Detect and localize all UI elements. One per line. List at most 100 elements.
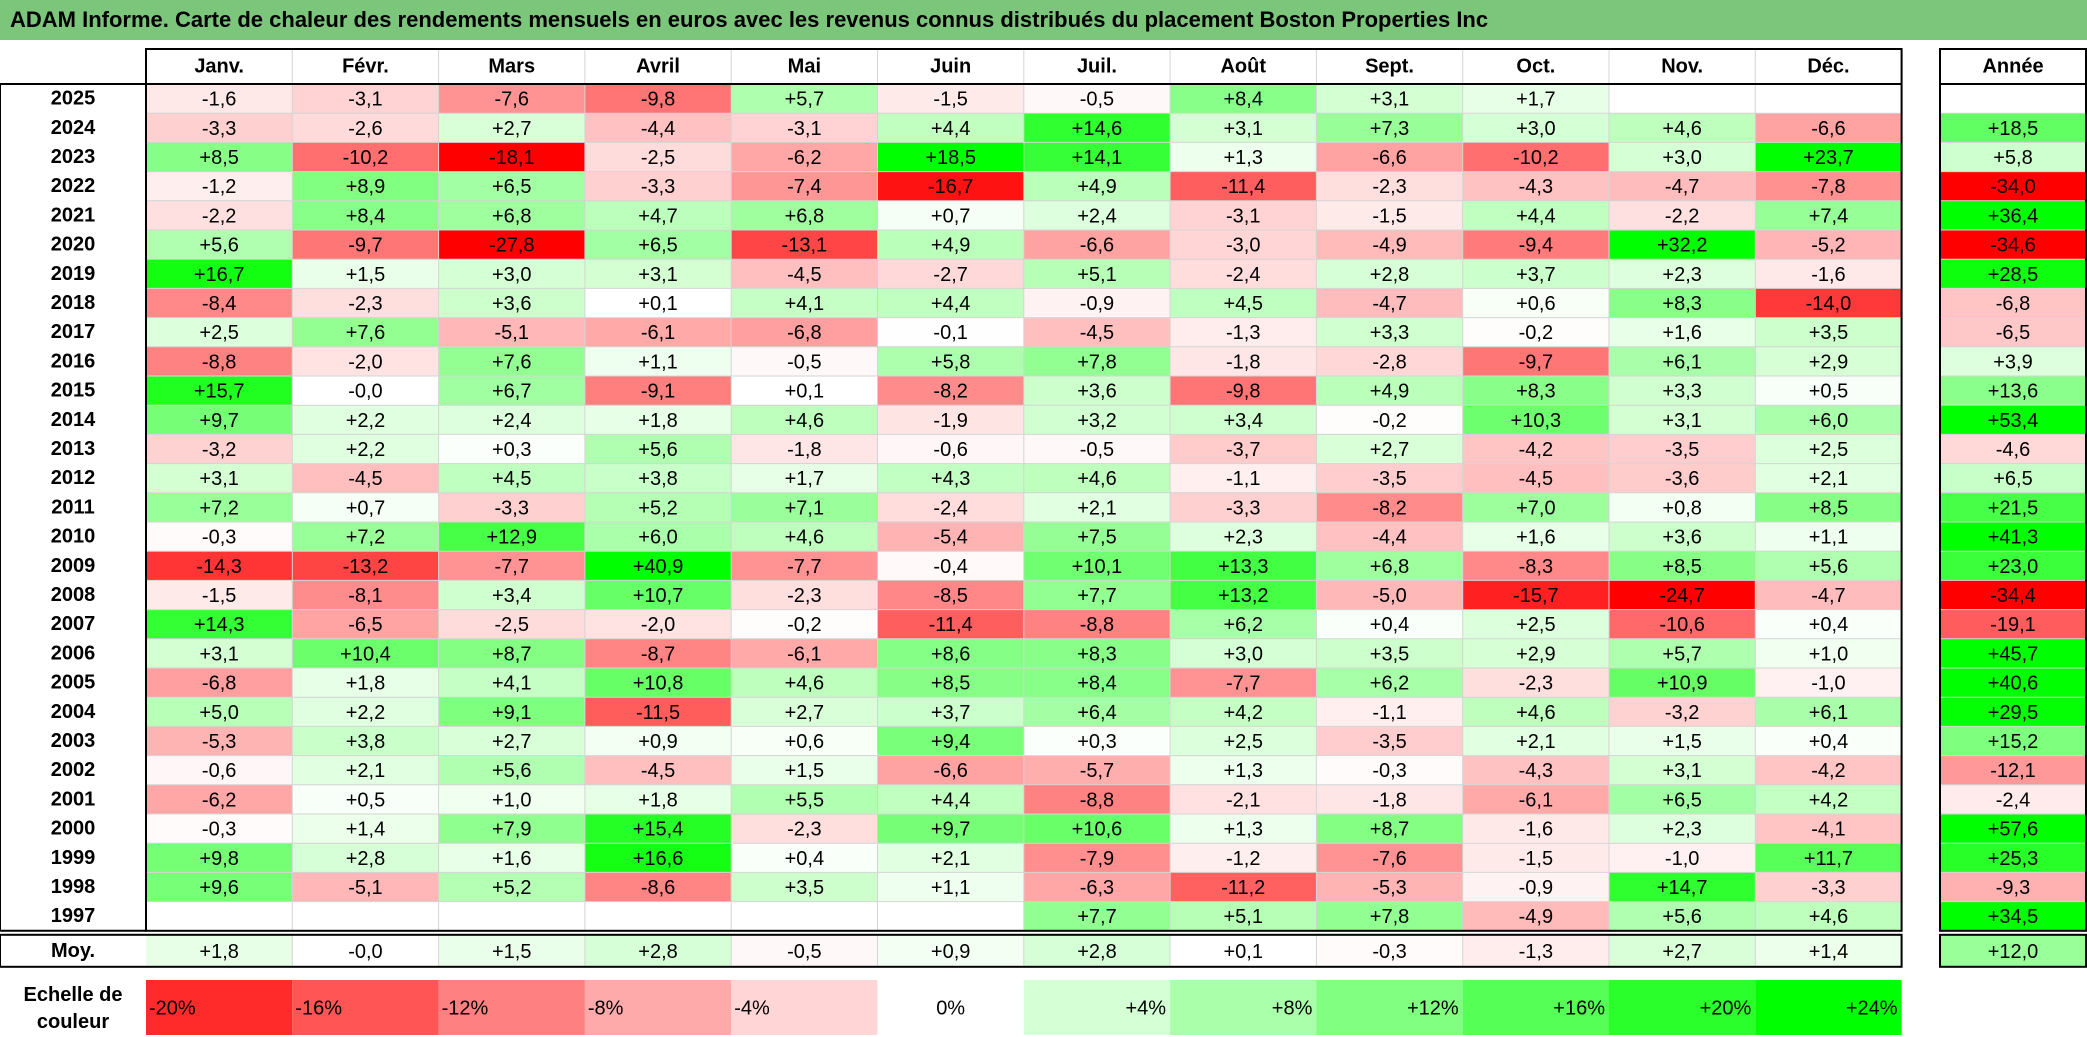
column-header: Juin — [930, 56, 971, 78]
cell-value: +5,5 — [785, 789, 824, 811]
heatmap-cell — [1170, 230, 1317, 260]
cell-value: -2,1 — [1226, 789, 1260, 811]
cell-value: -8,6 — [641, 877, 675, 899]
heatmap-cell — [438, 522, 585, 552]
annual-value: +6,5 — [1993, 468, 2032, 490]
year-label: 2003 — [51, 730, 96, 752]
heatmap-cell — [1755, 668, 1902, 698]
cell-value: -1,8 — [1372, 789, 1406, 811]
legend-swatch — [1170, 980, 1317, 1035]
heatmap-cell — [877, 668, 1024, 698]
heatmap-cell — [1462, 492, 1609, 522]
cell-value: +0,4 — [1370, 614, 1409, 636]
heatmap-cell — [1462, 142, 1609, 172]
heatmap-cell — [1023, 376, 1171, 406]
cell-value: +3,4 — [492, 585, 531, 607]
year-label: 2008 — [51, 584, 96, 606]
heatmap-cell — [877, 113, 1024, 143]
cell-value: -0,2 — [787, 614, 821, 636]
legend-value: -20% — [149, 998, 196, 1020]
cell-value: +2,8 — [346, 848, 385, 870]
heatmap-cell — [292, 784, 439, 814]
cell-value: +2,5 — [1809, 439, 1848, 461]
heatmap-cell — [292, 872, 439, 902]
cell-value: -3,6 — [1665, 468, 1699, 490]
heatmap-cell — [1023, 901, 1171, 931]
cell-value: +4,6 — [785, 527, 824, 549]
heatmap-cell — [438, 668, 585, 698]
heatmap-cell — [146, 113, 293, 143]
average-cell — [438, 934, 585, 967]
heatmap-cell — [1170, 434, 1317, 464]
heatmap-cell — [1462, 726, 1609, 756]
cell-value: -7,6 — [1372, 848, 1406, 870]
heatmap-cell — [438, 434, 585, 464]
year-label: 2022 — [51, 175, 96, 197]
cell-value: -0,0 — [348, 381, 382, 403]
heatmap-cell — [1170, 200, 1317, 230]
heatmap-cell — [1316, 814, 1463, 844]
heatmap-cell — [1170, 113, 1317, 143]
cell-value: +2,1 — [1809, 468, 1848, 490]
heatmap-cell — [1316, 463, 1463, 493]
cell-value: +6,8 — [1370, 556, 1409, 578]
heatmap-cell — [584, 784, 732, 814]
heatmap-cell — [731, 142, 878, 172]
cell-value: -16,7 — [928, 176, 974, 198]
heatmap-cell — [292, 551, 439, 581]
heatmap-cell — [1170, 405, 1317, 435]
cell-value: +2,9 — [1809, 351, 1848, 373]
cell-value: +2,1 — [346, 760, 385, 782]
cell-value: -3,0 — [1226, 235, 1260, 257]
cell-value: -9,4 — [1519, 235, 1553, 257]
cell-value: +4,9 — [1370, 381, 1409, 403]
heatmap-cell — [877, 463, 1024, 493]
cell-value: +5,7 — [1662, 643, 1701, 665]
heatmap-cell — [1170, 668, 1317, 698]
heatmap-cell — [1462, 171, 1609, 201]
average-cell — [1316, 934, 1463, 967]
annual-value: +13,6 — [1988, 381, 2039, 403]
heatmap-cell — [1462, 113, 1609, 143]
cell-value: -13,2 — [343, 556, 389, 578]
column-header: Juil. — [1077, 56, 1117, 78]
heatmap-cell — [1316, 580, 1463, 610]
heatmap-cell — [877, 551, 1024, 581]
annual-cell — [1940, 288, 2086, 318]
heatmap-cell — [1609, 259, 1756, 289]
cell-value: +3,8 — [638, 468, 677, 490]
cell-value: +3,2 — [1077, 410, 1116, 432]
cell-value: -6,3 — [1080, 877, 1114, 899]
annual-cell — [1940, 901, 2086, 931]
cell-value: +6,5 — [638, 235, 677, 257]
heatmap-cell — [877, 376, 1024, 406]
cell-value: -4,5 — [1080, 322, 1114, 344]
heatmap-cell — [292, 200, 439, 230]
cell-value: +9,7 — [931, 819, 970, 841]
cell-value: +8,3 — [1662, 293, 1701, 315]
heatmap-cell — [1462, 230, 1609, 260]
annual-value: +23,0 — [1988, 556, 2039, 578]
heatmap-cell — [731, 259, 878, 289]
legend-value: +24% — [1846, 998, 1898, 1020]
cell-value: +10,7 — [633, 585, 684, 607]
average-cell — [1170, 934, 1317, 967]
annual-value: +45,7 — [1988, 643, 2039, 665]
cell-value: +10,8 — [633, 673, 684, 695]
heatmap-cell — [731, 84, 878, 114]
annual-border — [1939, 48, 2087, 932]
cell-value: -4,9 — [1372, 235, 1406, 257]
heatmap-cell — [1755, 113, 1902, 143]
cell-value: -1,5 — [1519, 848, 1553, 870]
cell-value: +0,4 — [1809, 614, 1848, 636]
column-header: Sept. — [1365, 56, 1414, 78]
heatmap-cell — [1462, 376, 1609, 406]
cell-value: +14,6 — [1072, 118, 1123, 140]
heatmap-cell — [1170, 84, 1317, 114]
heatmap-cell — [292, 230, 439, 260]
cell-value: +0,1 — [638, 293, 677, 315]
cell-value: +8,4 — [346, 205, 385, 227]
cell-value: -2,0 — [641, 614, 675, 636]
heatmap-cell — [1755, 346, 1902, 376]
cell-value: -6,8 — [202, 673, 236, 695]
